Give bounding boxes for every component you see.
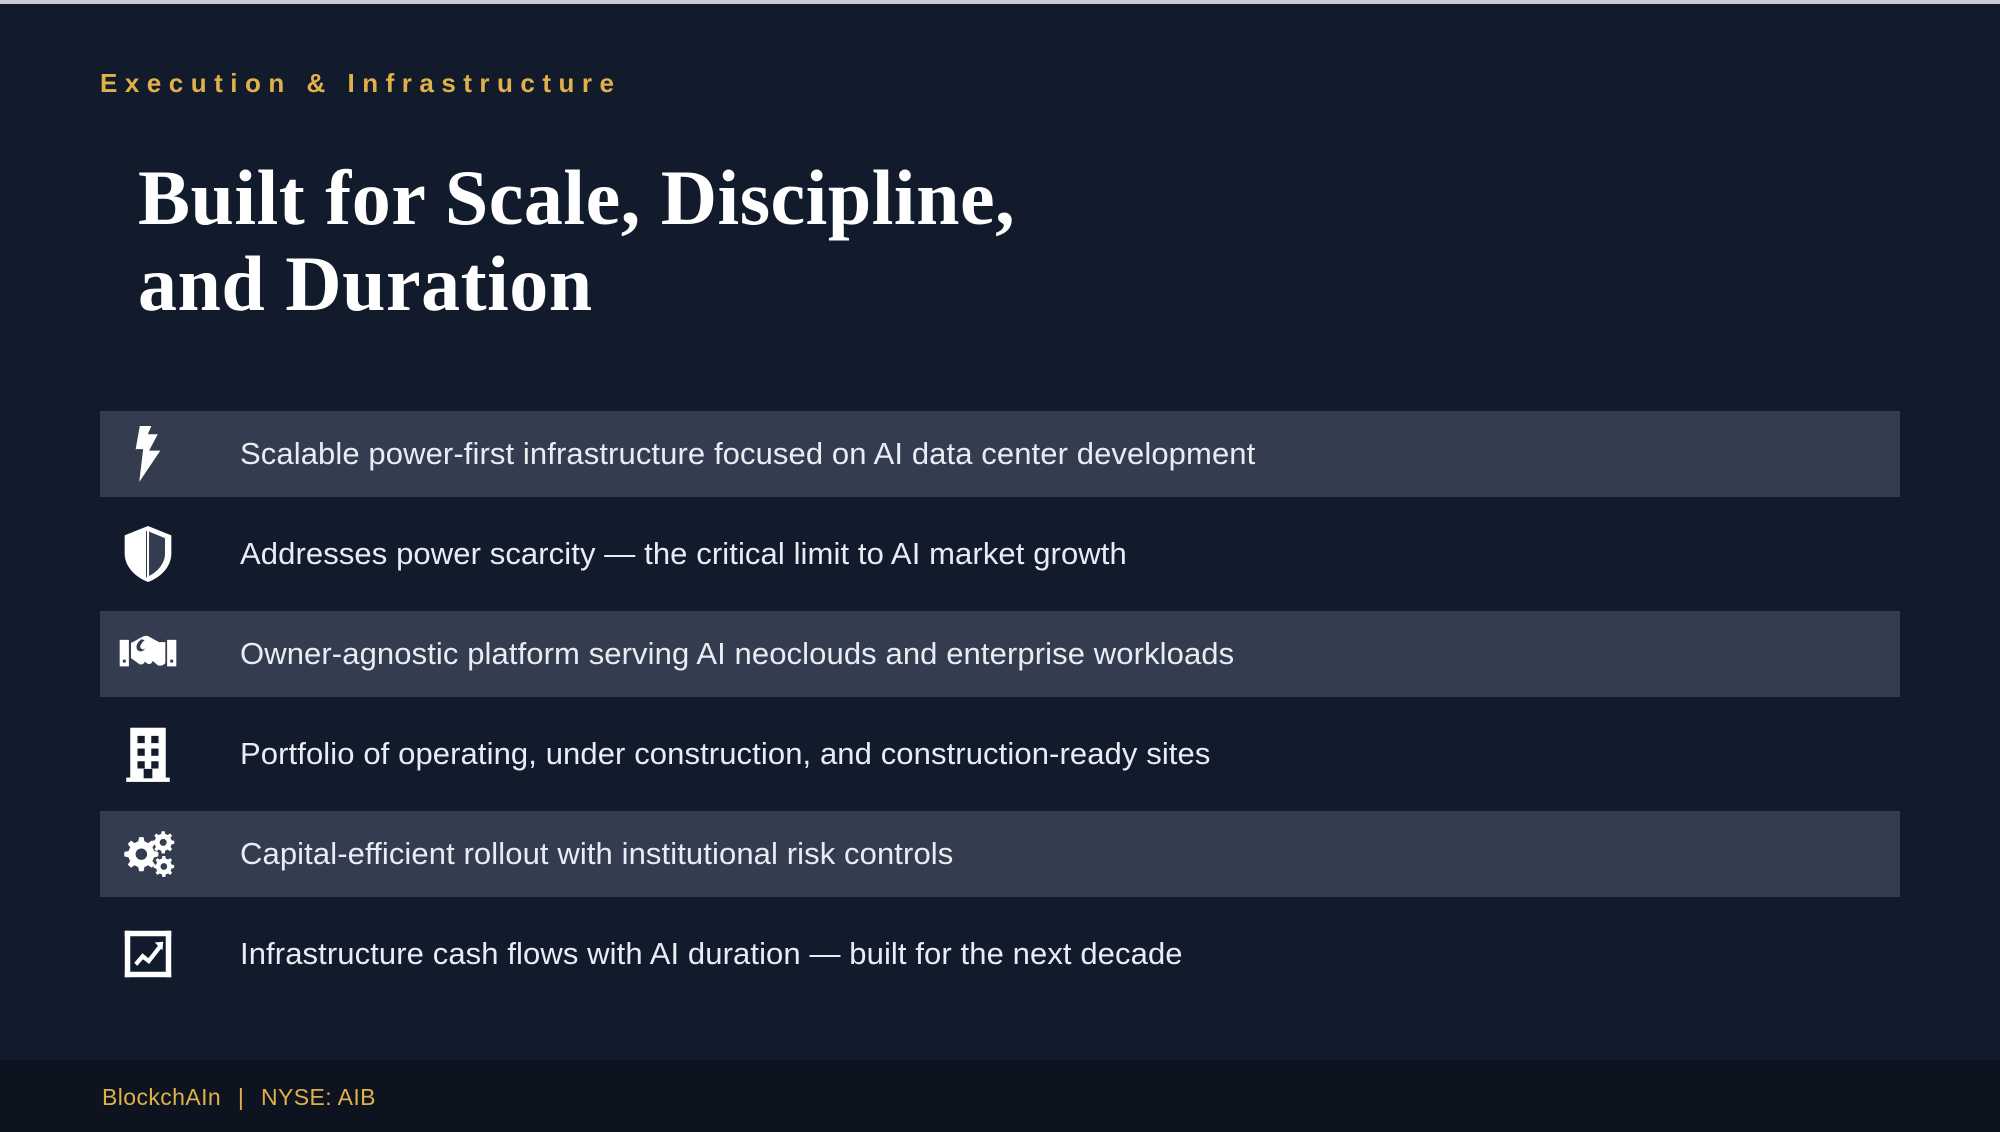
slide-footer: BlockchAIn | NYSE: AIB [0, 1060, 2000, 1132]
lightning-bolt-icon [100, 411, 196, 497]
footer-brand: BlockchAIn [102, 1084, 222, 1110]
list-item: Infrastructure cash flows with AI durati… [100, 911, 1900, 997]
list-item-label: Owner-agnostic platform serving AI neocl… [240, 636, 1235, 671]
list-item-label: Portfolio of operating, under constructi… [240, 736, 1211, 771]
footer-text: BlockchAIn | NYSE: AIB [102, 1084, 376, 1111]
list-item: Capital-efficient rollout with instituti… [100, 811, 1900, 897]
list-item-label: Infrastructure cash flows with AI durati… [240, 936, 1183, 971]
page-title-line-2: and Duration [138, 240, 593, 327]
chart-trend-icon [100, 911, 196, 997]
list-item: Owner-agnostic platform serving AI neocl… [100, 611, 1900, 697]
list-item: Addresses power scarcity — the critical … [100, 511, 1900, 597]
bullet-list: Scalable power-first infrastructure focu… [100, 411, 1900, 1011]
list-item-label: Capital-efficient rollout with instituti… [240, 836, 954, 871]
top-accent-rule [0, 0, 2000, 4]
handshake-icon [100, 611, 196, 697]
building-icon [100, 711, 196, 797]
gears-icon [100, 811, 196, 897]
section-eyebrow: Execution & Infrastructure [100, 68, 622, 98]
page-title-line-1: Built for Scale, Discipline, [138, 154, 1016, 241]
list-item: Portfolio of operating, under constructi… [100, 711, 1900, 797]
page-title: Built for Scale, Discipline, and Duratio… [138, 155, 1015, 327]
shield-icon [100, 511, 196, 597]
list-item-label: Scalable power-first infrastructure focu… [240, 436, 1256, 471]
list-item-label: Addresses power scarcity — the critical … [240, 536, 1127, 571]
footer-separator: | [237, 1084, 245, 1110]
footer-listing: NYSE: AIB [261, 1084, 376, 1110]
list-item: Scalable power-first infrastructure focu… [100, 411, 1900, 497]
